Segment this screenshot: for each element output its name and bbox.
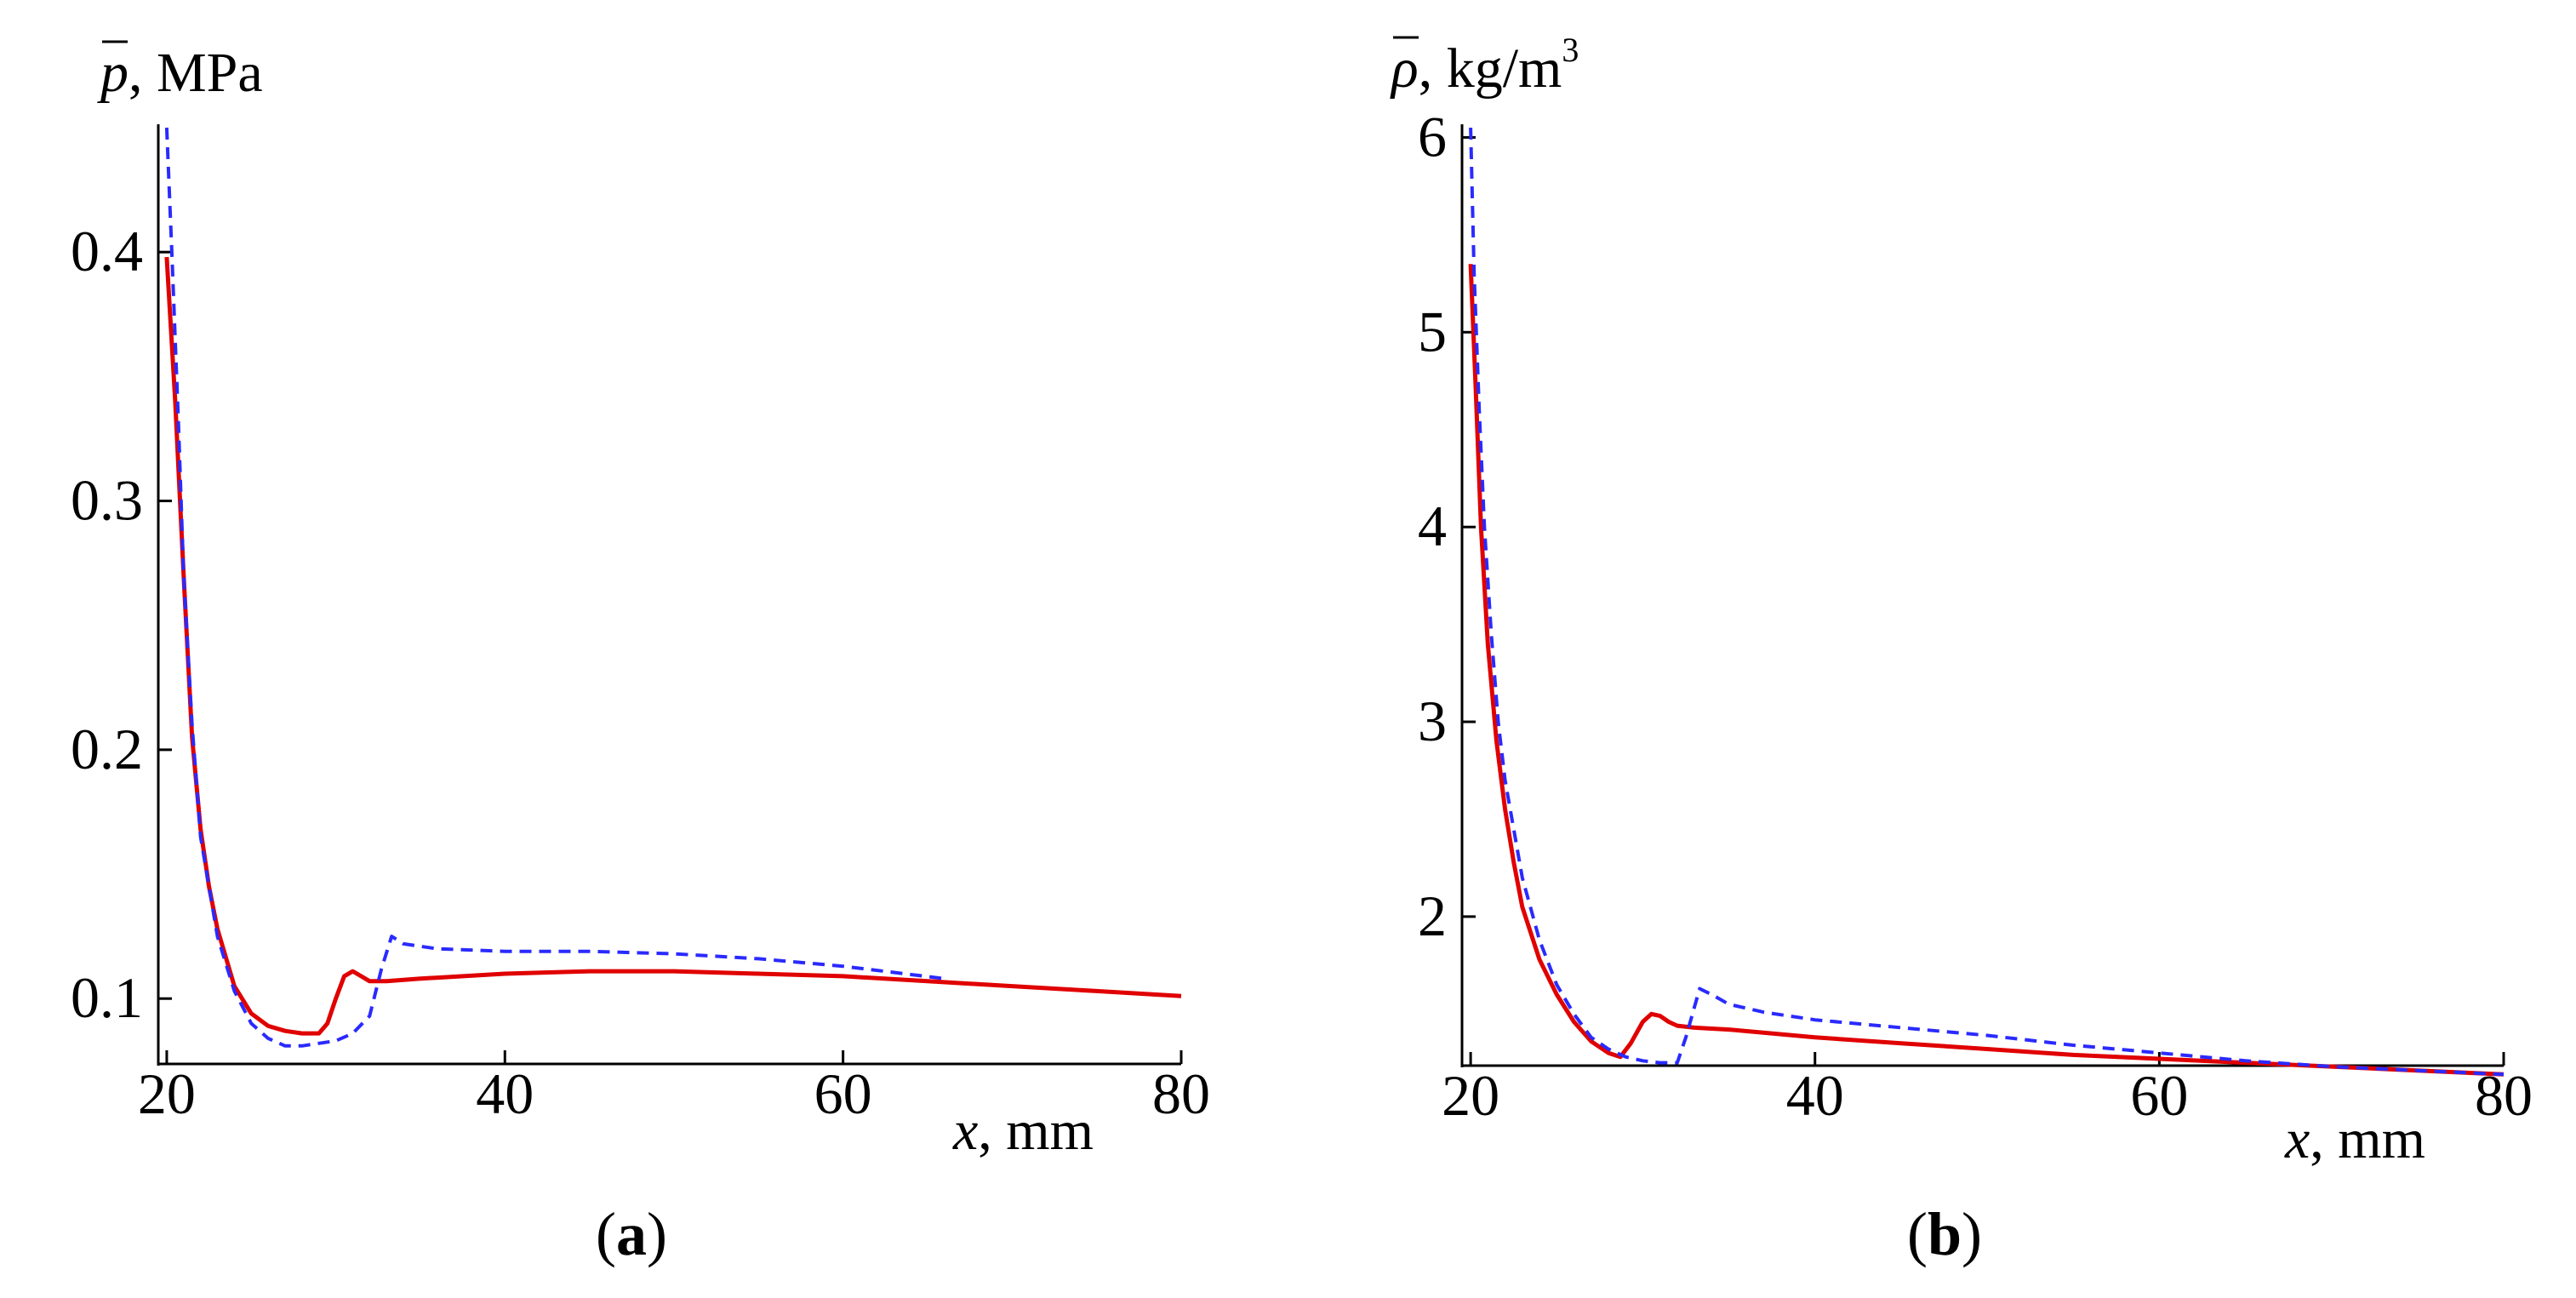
x-axis-symbol: x: [2284, 1108, 2310, 1170]
y-tick-label: 0.1: [71, 965, 143, 1030]
x-axis-label: x, mm: [2284, 1108, 2425, 1170]
y-tick-label: 0.3: [71, 468, 143, 533]
series-line-solid: [164, 256, 1182, 1036]
x-tick-label: 60: [814, 1061, 872, 1126]
x-tick-label: 40: [1786, 1063, 1844, 1128]
y-axis-label: ρ, kg/m3: [1390, 31, 1579, 100]
y-tick-label: 2: [1418, 883, 1447, 948]
x-tick-label: 40: [476, 1061, 534, 1126]
y-axis-symbol: p: [97, 42, 129, 104]
panel-label: (b): [1907, 1200, 1982, 1268]
x-axis-unit: , mm: [978, 1100, 1094, 1162]
y-tick-label: 0.2: [71, 717, 143, 781]
series-line-dashed: [164, 127, 945, 1048]
y-axis-label: p, MPa: [97, 42, 263, 104]
y-axis-unit: , kg/m: [1419, 37, 1562, 100]
chart-panel-a: 20 40 60 80 0.1 0.2 0.3 0.4 p, MPa x, mm (a): [71, 40, 1210, 1268]
series-line-solid: [1468, 264, 2505, 1077]
y-axis-symbol: ρ: [1390, 37, 1419, 100]
x-tick-label: 60: [2130, 1063, 2188, 1128]
x-tick-label: 20: [138, 1061, 196, 1126]
y-tick-label: 3: [1418, 689, 1447, 753]
series-line-dashed: [1469, 127, 2505, 1077]
y-tick-label: 5: [1418, 299, 1447, 363]
panel-label: (a): [596, 1200, 667, 1268]
y-axis-unit-superscript: 3: [1562, 31, 1579, 69]
x-tick-label: 20: [1442, 1063, 1499, 1128]
y-tick-label: 0.4: [71, 219, 143, 283]
x-axis-label: x, mm: [952, 1100, 1094, 1162]
y-axis-unit: , MPa: [129, 42, 263, 104]
x-axis-symbol: x: [952, 1100, 978, 1162]
x-axis-unit: , mm: [2310, 1108, 2425, 1170]
y-tick-label: 4: [1418, 494, 1447, 558]
x-tick-label: 80: [1152, 1061, 1210, 1126]
y-tick-label: 6: [1418, 104, 1447, 169]
